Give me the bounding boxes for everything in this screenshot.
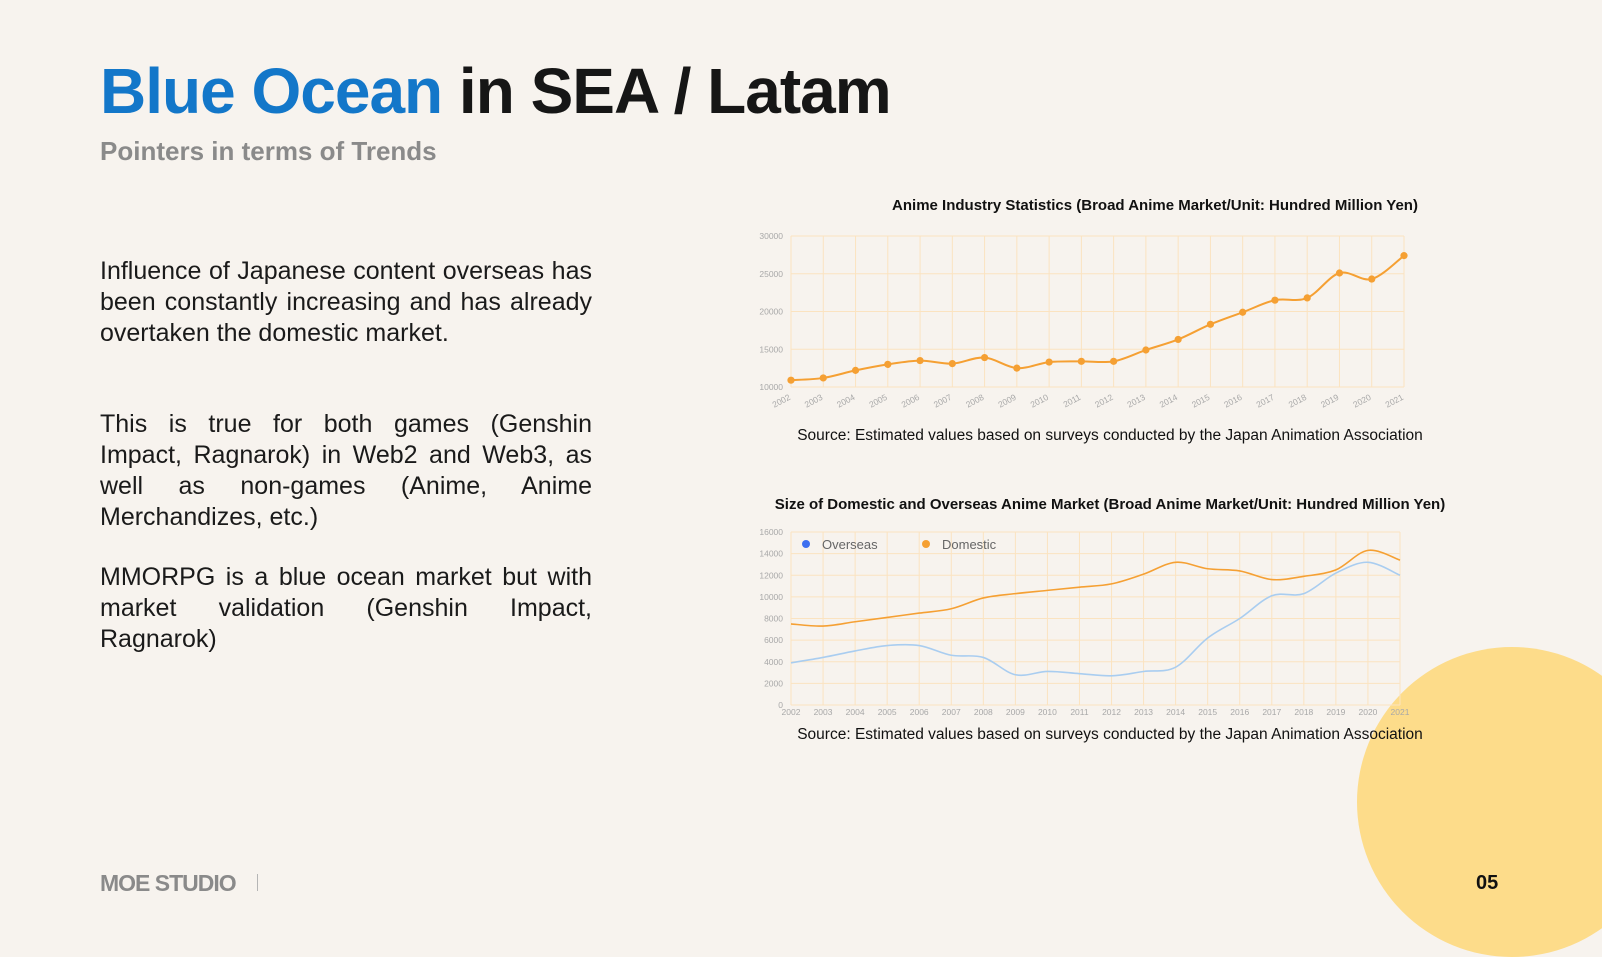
data-point bbox=[1206, 320, 1215, 328]
x-tick-label: 2007 bbox=[932, 392, 954, 410]
y-tick-label: 30000 bbox=[759, 231, 783, 241]
chart1-source: Source: Estimated values based on survey… bbox=[797, 427, 1423, 444]
legend-marker-domestic bbox=[922, 540, 930, 548]
data-point bbox=[884, 360, 892, 368]
legend-label-domestic: Domestic bbox=[942, 537, 997, 552]
x-tick-label: 2007 bbox=[942, 707, 961, 717]
x-tick-label: 2014 bbox=[1166, 707, 1185, 717]
y-tick-label: 25000 bbox=[759, 269, 783, 279]
data-point bbox=[819, 374, 827, 382]
y-tick-label: 6000 bbox=[764, 635, 783, 645]
x-tick-label: 2002 bbox=[782, 707, 801, 717]
data-point bbox=[1239, 308, 1247, 316]
x-tick-label: 2015 bbox=[1198, 707, 1217, 717]
paragraph-games: This is true for both games (Genshin Imp… bbox=[100, 410, 592, 531]
data-point bbox=[1400, 252, 1408, 260]
y-tick-label: 15000 bbox=[759, 344, 783, 354]
x-tick-label: 2013 bbox=[1125, 392, 1147, 410]
x-tick-label: 2003 bbox=[814, 707, 833, 717]
x-tick-label: 2008 bbox=[974, 707, 993, 717]
x-tick-label: 2018 bbox=[1287, 392, 1309, 410]
x-tick-label: 2014 bbox=[1158, 392, 1180, 410]
title-rest: in SEA / Latam bbox=[442, 55, 892, 127]
x-tick-label: 2005 bbox=[867, 392, 889, 410]
chart2-source: Source: Estimated values based on survey… bbox=[797, 726, 1423, 743]
y-tick-label: 16000 bbox=[759, 527, 783, 537]
series-line-market bbox=[790, 254, 1405, 382]
x-tick-label: 2018 bbox=[1294, 707, 1313, 717]
y-tick-label: 20000 bbox=[759, 307, 783, 317]
legend-marker-overseas bbox=[802, 540, 810, 548]
y-tick-label: 8000 bbox=[764, 614, 783, 624]
x-tick-label: 2019 bbox=[1326, 707, 1345, 717]
x-tick-label: 2012 bbox=[1093, 392, 1115, 410]
x-tick-label: 2011 bbox=[1061, 392, 1082, 410]
paragraph-mmorpg: MMORPG is a blue ocean market but with m… bbox=[100, 563, 592, 653]
x-tick-label: 2020 bbox=[1358, 707, 1377, 717]
x-tick-label: 2006 bbox=[900, 392, 922, 410]
y-tick-label: 10000 bbox=[759, 382, 783, 392]
data-point bbox=[916, 356, 924, 365]
data-point bbox=[1271, 296, 1279, 304]
chart2-title: Size of Domestic and Overseas Anime Mark… bbox=[774, 496, 1446, 513]
y-tick-label: 4000 bbox=[764, 657, 783, 667]
x-tick-label: 2008 bbox=[964, 392, 986, 410]
y-tick-label: 14000 bbox=[759, 549, 783, 559]
x-tick-label: 2017 bbox=[1262, 707, 1281, 717]
chart1-title: Anime Industry Statistics (Broad Anime M… bbox=[892, 197, 1418, 214]
y-tick-label: 2000 bbox=[764, 678, 783, 688]
x-tick-label: 2019 bbox=[1319, 392, 1341, 410]
legend-label-overseas: Overseas bbox=[822, 537, 878, 552]
x-tick-label: 2015 bbox=[1190, 392, 1212, 410]
chart2-domestic-overseas: 1600014000120001000080006000400020000200… bbox=[759, 527, 1410, 717]
x-tick-label: 2020 bbox=[1351, 392, 1373, 410]
paragraph-influence: Influence of Japanese content overseas h… bbox=[100, 257, 592, 347]
x-tick-label: 2003 bbox=[803, 392, 825, 410]
x-tick-label: 2002 bbox=[771, 392, 793, 410]
x-tick-label: 2011 bbox=[1070, 707, 1089, 717]
data-point bbox=[1110, 357, 1118, 365]
page-number: 05 bbox=[1476, 872, 1499, 894]
x-tick-label: 2021 bbox=[1384, 392, 1406, 410]
x-tick-label: 2016 bbox=[1222, 392, 1244, 410]
y-tick-label: 10000 bbox=[759, 592, 783, 602]
x-tick-label: 2009 bbox=[1006, 707, 1025, 717]
x-tick-label: 2010 bbox=[1038, 707, 1057, 717]
title-accent: Blue Ocean bbox=[100, 55, 443, 127]
x-tick-label: 2004 bbox=[846, 707, 865, 717]
data-point bbox=[1368, 275, 1376, 283]
data-point bbox=[1013, 364, 1021, 372]
y-tick-label: 12000 bbox=[759, 570, 783, 580]
x-tick-label: 2004 bbox=[835, 392, 857, 410]
x-tick-label: 2010 bbox=[1029, 392, 1051, 410]
series-line-domestic bbox=[790, 549, 1401, 627]
y-tick-label: 0 bbox=[778, 700, 783, 710]
data-point bbox=[851, 366, 860, 374]
x-tick-label: 2005 bbox=[878, 707, 897, 717]
x-tick-label: 2016 bbox=[1230, 707, 1249, 717]
data-point bbox=[787, 376, 795, 384]
x-tick-label: 2017 bbox=[1254, 392, 1276, 410]
x-tick-label: 2013 bbox=[1134, 707, 1153, 717]
data-point bbox=[1174, 335, 1182, 344]
page-title: Blue Ocean in SEA / Latam bbox=[100, 52, 892, 130]
series-line-overseas bbox=[790, 561, 1401, 677]
footer-divider bbox=[257, 874, 258, 891]
data-point bbox=[1045, 358, 1053, 366]
data-point bbox=[1077, 357, 1085, 365]
data-point bbox=[948, 359, 956, 368]
page-subtitle: Pointers in terms of Trends bbox=[100, 136, 437, 166]
data-point bbox=[1303, 294, 1311, 302]
x-tick-label: 2009 bbox=[996, 392, 1018, 410]
data-point bbox=[980, 353, 989, 362]
x-tick-label: 2006 bbox=[910, 707, 929, 717]
x-tick-label: 2012 bbox=[1102, 707, 1121, 717]
data-point bbox=[1142, 346, 1150, 354]
x-tick-label: 2021 bbox=[1391, 707, 1410, 717]
brand-logo: MOE STUDIO bbox=[100, 870, 237, 896]
data-point bbox=[1335, 269, 1344, 277]
